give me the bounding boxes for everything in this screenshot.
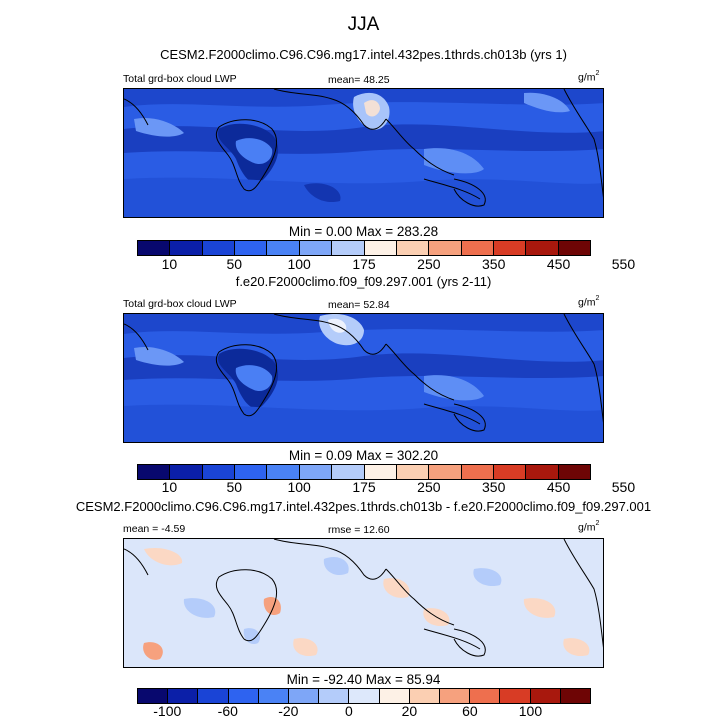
colorbar-swatch	[526, 241, 559, 255]
panel1-map-graphic	[124, 89, 603, 217]
colorbar-tick-label: 550	[611, 256, 636, 272]
colorbar-swatch	[299, 241, 333, 255]
panel2-colorbar-labels: 10 50 100 175 250 350 450 550	[137, 479, 635, 495]
colorbar-swatch	[379, 689, 410, 703]
colorbar-swatch	[493, 241, 527, 255]
colorbar-swatch	[267, 241, 300, 255]
panel2-variable-label: Total grd-box cloud LWP	[123, 298, 237, 310]
panel3-map	[123, 538, 604, 668]
panel2-colorbar	[137, 464, 591, 480]
panel3-colorbar-labels: -100 -60 -20 0 20 60 100	[137, 703, 591, 719]
colorbar-swatch	[258, 689, 290, 703]
colorbar-swatch	[396, 241, 430, 255]
colorbar-tick-label: 10	[161, 479, 178, 495]
colorbar-swatch	[364, 465, 397, 479]
colorbar-swatch	[289, 689, 320, 703]
panel1-minmax: Min = 0.00 Max = 283.28	[288, 224, 439, 239]
colorbar-swatch	[470, 689, 501, 703]
colorbar-tick-label: -100	[153, 703, 182, 719]
colorbar-swatch	[440, 689, 471, 703]
panel2-mean-label: mean= 52.84	[328, 299, 390, 311]
colorbar-tick-label: 550	[611, 479, 636, 495]
colorbar-tick-label: 450	[546, 256, 571, 272]
colorbar-swatch	[558, 465, 591, 479]
panel2-minmax: Min = 0.09 Max = 302.20	[288, 448, 439, 463]
colorbar-swatch	[332, 241, 365, 255]
colorbar-swatch	[560, 689, 591, 703]
colorbar-tick-label: 350	[482, 256, 506, 272]
colorbar-swatch	[202, 465, 236, 479]
colorbar-swatch	[332, 465, 365, 479]
colorbar-tick-label: 20	[401, 703, 418, 719]
colorbar-swatch	[429, 465, 462, 479]
panel2-map	[123, 313, 604, 443]
colorbar-tick-label: 250	[417, 256, 441, 272]
panel3-minmax: Min = -92.40 Max = 85.94	[286, 672, 441, 687]
panel1-colorbar	[137, 240, 591, 256]
colorbar-swatch	[168, 689, 199, 703]
colorbar-swatch	[530, 689, 561, 703]
colorbar-swatch	[500, 689, 531, 703]
colorbar-swatch	[138, 465, 171, 479]
colorbar-tick-label: -20	[278, 703, 299, 719]
colorbar-swatch	[267, 465, 300, 479]
colorbar-swatch	[198, 689, 229, 703]
colorbar-swatch	[429, 241, 462, 255]
panel1-map	[123, 88, 604, 218]
colorbar-swatch	[396, 465, 430, 479]
colorbar-swatch	[235, 465, 268, 479]
colorbar-tick-label: 450	[546, 479, 571, 495]
panel3-units: g/m2	[578, 520, 600, 534]
colorbar-tick-label: 350	[482, 479, 506, 495]
colorbar-swatch	[170, 465, 203, 479]
season-title: JJA	[347, 14, 380, 35]
colorbar-swatch	[461, 241, 494, 255]
panel3-rmse-label: rmse = 12.60	[328, 524, 390, 536]
panel1-variable-label: Total grd-box cloud LWP	[123, 73, 237, 85]
colorbar-tick-label: 60	[462, 703, 478, 719]
panel3-mean-label: mean = -4.59	[123, 523, 186, 535]
colorbar-swatch	[349, 689, 380, 703]
panel1-units: g/m2	[578, 70, 600, 84]
colorbar-tick-label: 100	[518, 703, 543, 719]
panel2-case-title: f.e20.F2000climo.f09_f09.297.001 (yrs 2-…	[235, 274, 492, 289]
colorbar-tick-label: 50	[226, 479, 243, 495]
colorbar-swatch	[364, 241, 397, 255]
panel1-colorbar-labels: 10 50 100 175 250 350 450 550	[137, 256, 635, 272]
colorbar-swatch	[235, 241, 268, 255]
panel1-case-title: CESM2.F2000climo.C96.C96.mg17.intel.432p…	[160, 47, 567, 62]
colorbar-tick-label: 250	[417, 479, 441, 495]
colorbar-swatch	[526, 465, 559, 479]
colorbar-tick-label: 100	[287, 479, 311, 495]
colorbar-tick-label: -60	[217, 703, 238, 719]
colorbar-swatch	[202, 241, 236, 255]
colorbar-swatch	[493, 465, 527, 479]
colorbar-swatch	[558, 241, 591, 255]
panel3-colorbar	[137, 688, 591, 704]
colorbar-tick-label: 50	[226, 256, 243, 272]
colorbar-swatch	[170, 241, 203, 255]
panel1-mean-label: mean= 48.25	[328, 74, 390, 86]
panel2-map-graphic	[124, 314, 603, 442]
colorbar-swatch	[299, 465, 333, 479]
colorbar-tick-label: 175	[352, 479, 376, 495]
panel3-case-title: CESM2.F2000climo.C96.C96.mg17.intel.432p…	[75, 499, 652, 514]
colorbar-swatch	[461, 465, 494, 479]
colorbar-swatch	[138, 241, 171, 255]
colorbar-swatch	[409, 689, 441, 703]
colorbar-tick-label: 175	[352, 256, 376, 272]
panel2-units: g/m2	[578, 295, 600, 309]
colorbar-tick-label: 10	[161, 256, 178, 272]
colorbar-tick-label: 0	[344, 703, 353, 719]
colorbar-swatch	[319, 689, 350, 703]
panel3-map-graphic	[124, 539, 603, 667]
colorbar-swatch	[138, 689, 169, 703]
colorbar-tick-label: 100	[287, 256, 311, 272]
colorbar-swatch	[228, 689, 259, 703]
